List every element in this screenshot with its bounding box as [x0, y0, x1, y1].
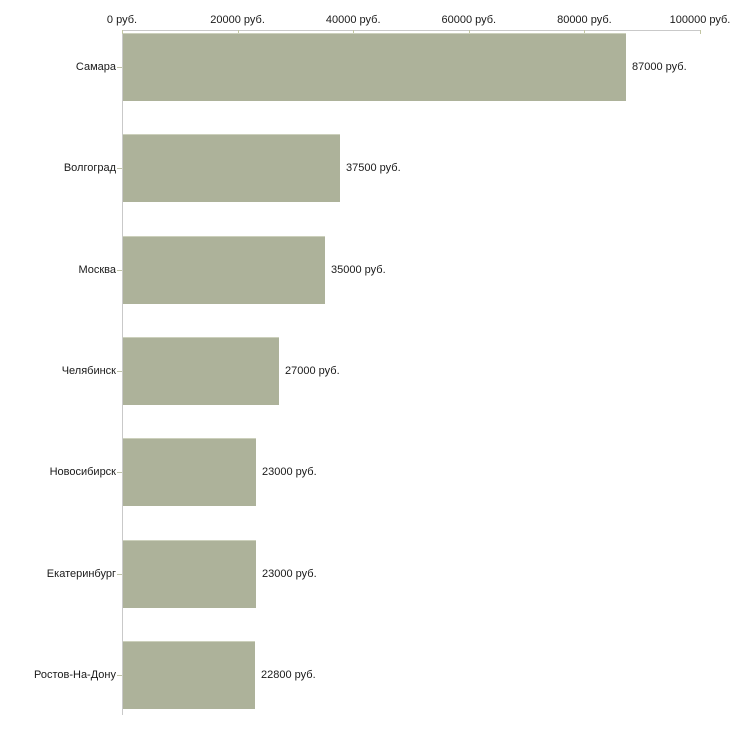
value-label: 23000 руб.	[262, 568, 317, 580]
x-tick-mark	[122, 30, 123, 34]
x-tick-label: 60000 руб.	[441, 14, 497, 26]
category-tick-mark	[117, 270, 122, 271]
category-tick-mark	[117, 371, 122, 372]
x-tick-label: 0 руб.	[106, 14, 138, 26]
category-tick-mark	[117, 472, 122, 473]
category-label: Челябинск	[61, 365, 116, 377]
bar	[123, 134, 340, 202]
bar	[123, 540, 256, 608]
category-label: Волгоград	[63, 162, 116, 174]
category-tick-mark	[117, 574, 122, 575]
value-label: 87000 руб.	[632, 61, 687, 73]
bar	[123, 337, 279, 405]
x-tick-mark	[468, 30, 470, 34]
category-label: Екатеринбург	[46, 568, 116, 580]
bar	[123, 33, 626, 101]
category-tick-mark	[117, 67, 122, 68]
x-tick-mark	[700, 30, 701, 34]
value-label: 37500 руб.	[346, 162, 401, 174]
value-label: 35000 руб.	[331, 264, 386, 276]
x-tick-mark	[237, 30, 239, 34]
category-label: Ростов-На-Дону	[33, 669, 116, 681]
category-tick-mark	[117, 168, 122, 169]
x-tick-label: 100000 руб.	[669, 14, 730, 26]
category-label: Москва	[78, 264, 116, 276]
category-tick-mark	[117, 675, 122, 676]
x-tick-label: 20000 руб.	[210, 14, 265, 26]
value-label: 27000 руб.	[285, 365, 340, 377]
category-label: Новосибирск	[49, 466, 116, 478]
category-label: Самара	[75, 61, 116, 73]
x-tick-label: 40000 руб.	[325, 14, 381, 26]
value-label: 22800 руб.	[261, 669, 316, 681]
bar	[123, 438, 256, 506]
bar	[123, 236, 325, 304]
y-axis-line	[122, 30, 123, 715]
x-axis-line	[122, 30, 701, 31]
bar	[123, 641, 255, 709]
x-tick-label: 80000 руб.	[557, 14, 612, 26]
x-tick-mark	[584, 30, 586, 34]
value-label: 23000 руб.	[262, 466, 317, 478]
x-tick-mark	[353, 30, 355, 34]
